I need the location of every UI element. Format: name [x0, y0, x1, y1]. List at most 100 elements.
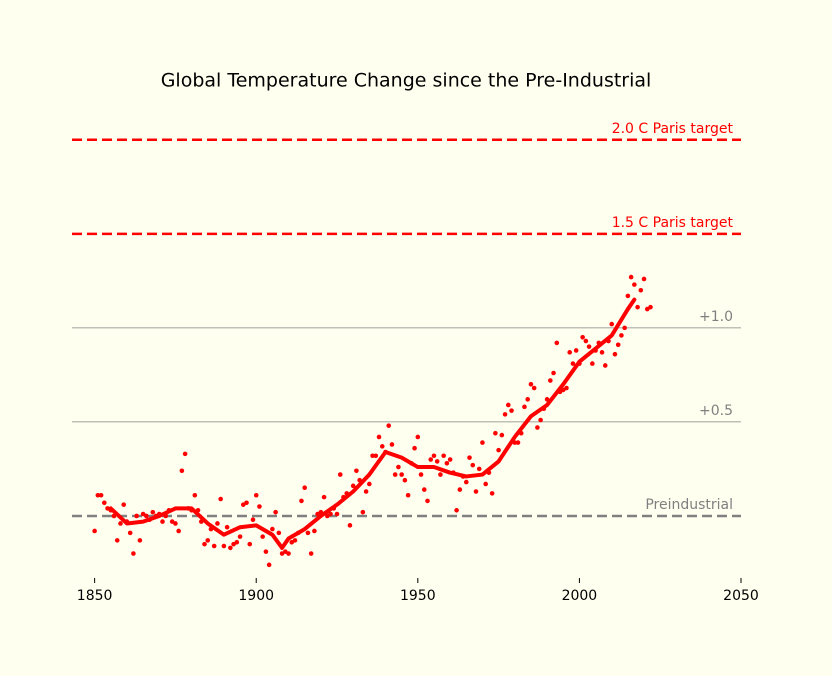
data-point	[305, 530, 311, 536]
data-point	[92, 528, 97, 534]
data-point	[266, 562, 272, 568]
data-point	[350, 483, 356, 489]
data-point	[270, 526, 275, 532]
data-point	[480, 440, 485, 445]
data-point	[415, 434, 421, 440]
data-point	[564, 385, 569, 391]
data-point	[234, 539, 240, 545]
data-point	[548, 378, 553, 383]
data-point	[590, 361, 595, 366]
data-point	[622, 325, 627, 331]
data-point	[402, 477, 408, 483]
data-point	[551, 370, 556, 376]
data-point	[525, 397, 530, 402]
data-point	[360, 509, 366, 515]
data-point	[173, 521, 178, 526]
x-tick-label: 2000	[562, 588, 598, 604]
data-point	[586, 344, 592, 349]
data-point	[554, 340, 560, 346]
data-point	[441, 453, 446, 459]
data-point	[95, 492, 101, 498]
data-point	[418, 472, 424, 477]
data-point	[615, 342, 621, 348]
data-point	[628, 274, 634, 280]
data-point	[253, 492, 259, 498]
data-point	[483, 481, 488, 487]
data-point	[425, 498, 430, 504]
data-point	[263, 549, 269, 554]
data-point	[531, 385, 537, 391]
data-point	[308, 551, 314, 556]
data-point	[396, 464, 401, 470]
data-point	[354, 468, 359, 474]
data-point	[434, 459, 440, 464]
data-point	[218, 496, 223, 502]
data-point	[412, 445, 417, 451]
data-point	[499, 432, 505, 438]
data-point	[215, 521, 220, 526]
data-point	[121, 502, 127, 507]
data-point	[247, 541, 253, 547]
data-point	[470, 462, 476, 468]
data-point	[328, 511, 333, 517]
data-point	[347, 523, 353, 528]
data-point	[609, 321, 615, 327]
data-point	[237, 534, 243, 539]
reference-label: 2.0 C Paris target	[612, 121, 734, 137]
data-point	[134, 513, 139, 519]
data-point	[379, 444, 385, 449]
data-point	[334, 511, 340, 517]
data-point	[192, 492, 198, 498]
data-point	[179, 468, 185, 474]
data-point	[182, 451, 188, 457]
data-point	[150, 509, 156, 515]
data-point	[137, 538, 143, 543]
data-point	[602, 363, 608, 368]
data-point	[528, 381, 534, 387]
data-point	[438, 472, 443, 477]
data-point	[292, 538, 298, 543]
x-tick-label: 1850	[77, 588, 113, 604]
data-point	[160, 519, 165, 524]
data-point	[224, 524, 230, 530]
data-point	[641, 276, 647, 282]
data-point	[370, 453, 375, 459]
data-point	[118, 521, 123, 526]
data-point	[638, 287, 644, 293]
data-point	[522, 404, 527, 410]
data-point	[228, 545, 233, 551]
data-point	[250, 517, 256, 522]
data-point	[509, 408, 514, 413]
x-tick-label: 2050	[723, 588, 759, 604]
data-point	[276, 530, 282, 536]
data-point	[632, 282, 637, 287]
trend-line	[108, 297, 637, 550]
reference-label: +0.5	[699, 403, 733, 419]
data-point	[635, 304, 640, 310]
data-point	[367, 481, 372, 487]
data-point	[312, 528, 317, 534]
data-point	[373, 453, 379, 459]
data-point	[612, 351, 618, 357]
data-point	[127, 530, 133, 536]
data-point	[337, 472, 343, 477]
data-point	[257, 504, 262, 509]
reference-label: Preindustrial	[645, 497, 733, 513]
data-point	[457, 487, 463, 492]
data-point	[221, 543, 227, 549]
chart-title: Global Temperature Change since the Pre-…	[161, 70, 652, 92]
reference-label: +1.0	[699, 309, 733, 325]
x-tick-label: 1950	[400, 588, 436, 604]
data-point	[363, 489, 369, 494]
data-point	[131, 551, 136, 556]
data-point	[302, 485, 307, 491]
data-point	[98, 492, 104, 498]
data-point	[502, 412, 508, 417]
data-point	[273, 509, 278, 515]
data-point	[428, 457, 434, 462]
data-point	[176, 528, 181, 534]
data-point	[535, 425, 540, 430]
